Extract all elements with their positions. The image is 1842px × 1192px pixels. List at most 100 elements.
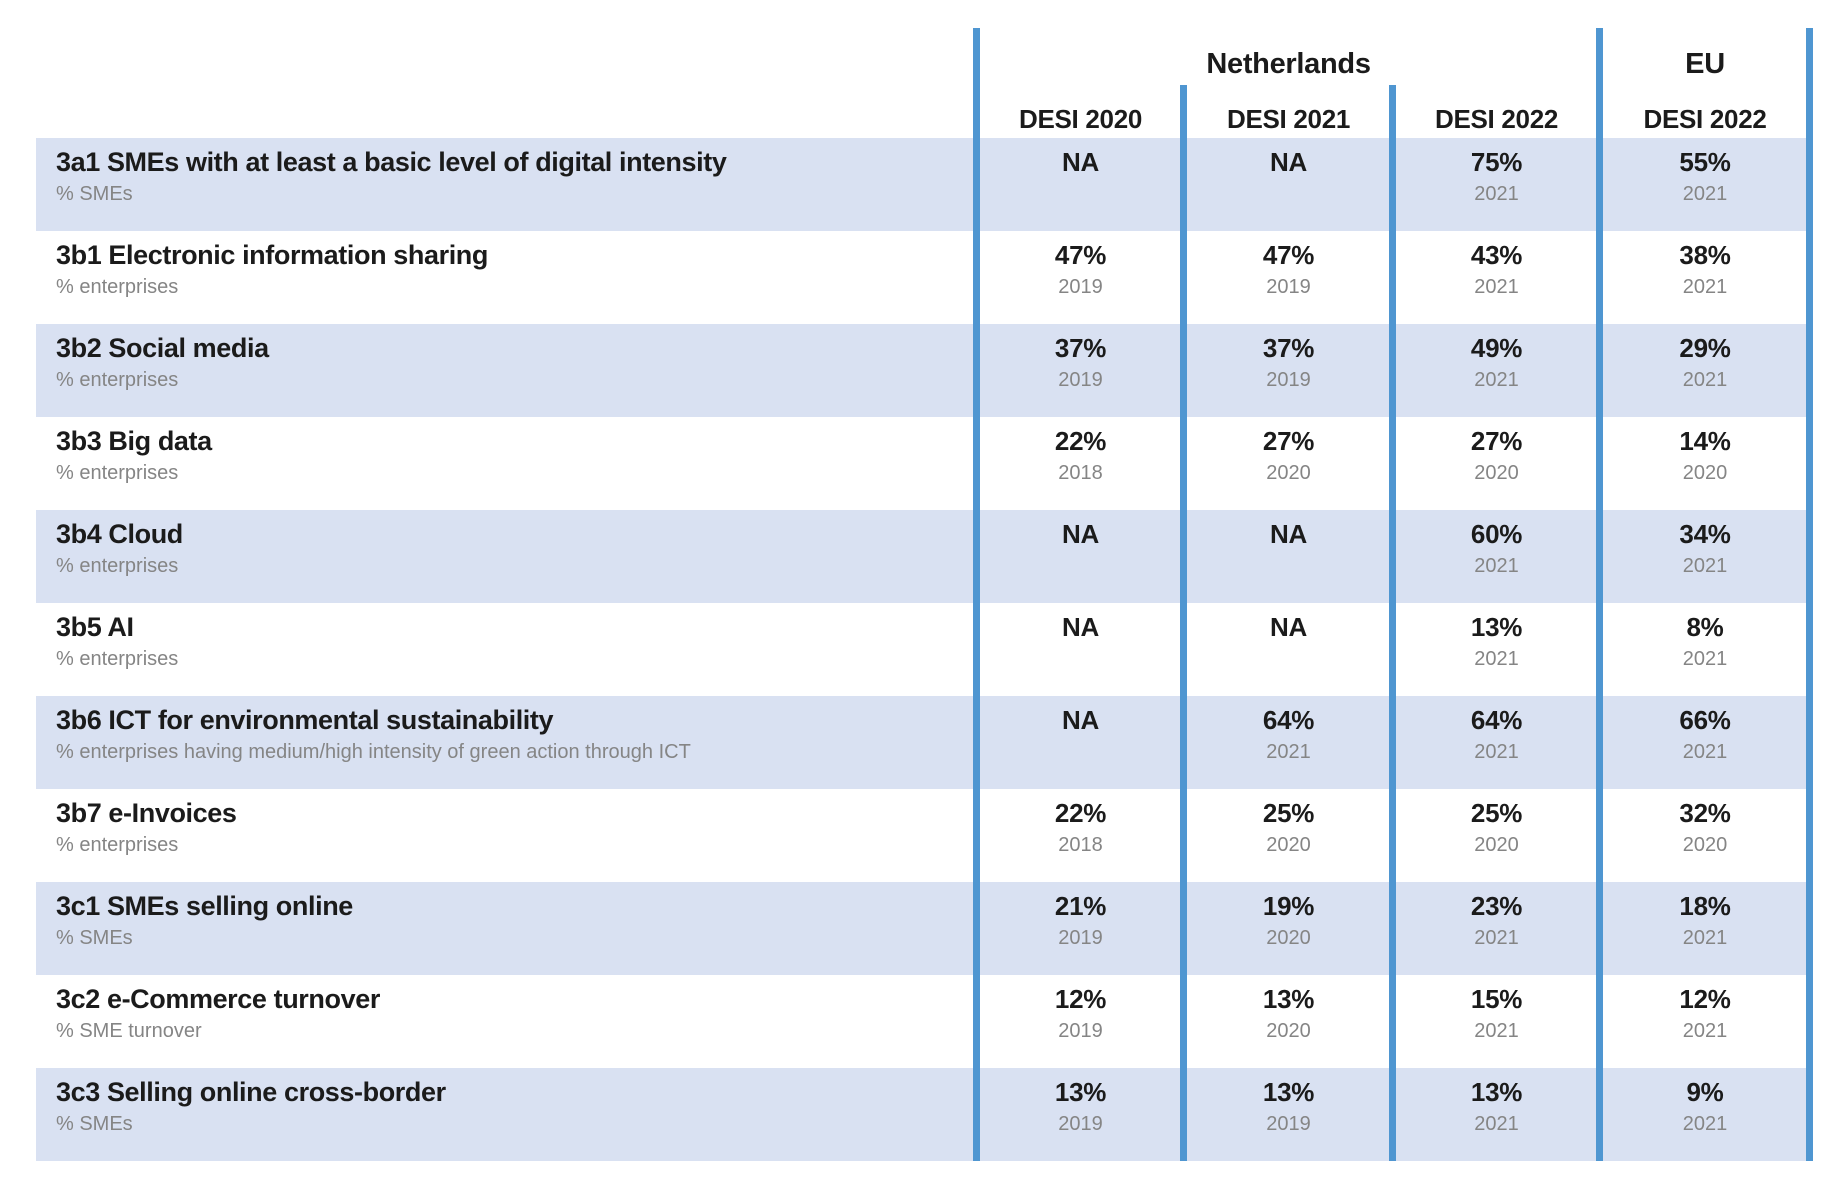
indicator-year: 2021 — [1682, 555, 1728, 577]
indicator-year: 2018 — [1058, 462, 1103, 484]
value-cell-desi-2021: 19% 2020 — [1184, 882, 1393, 975]
indicator-unit: % enterprises — [56, 555, 179, 577]
value-cell-desi-2020: 12% 2019 — [977, 975, 1184, 1068]
indicator-value: NA — [1062, 519, 1099, 549]
indicator-year: 2021 — [1682, 927, 1728, 949]
indicator-value: 19% — [1262, 891, 1315, 921]
indicator-year: 2021 — [1474, 741, 1519, 763]
table-row: 3b1 Electronic information sharing % ent… — [36, 231, 1810, 324]
indicator-title: 3c2 e-Commerce turnover — [56, 984, 380, 1014]
indicator-year: 2020 — [1682, 834, 1728, 856]
indicator-label-cell: 3b2 Social media % enterprises — [36, 324, 977, 417]
table-row: 3b4 Cloud % enterprises NA NA 60% 2021 3… — [36, 510, 1810, 603]
indicator-unit: % SMEs — [56, 1113, 133, 1135]
column-divider — [1389, 85, 1396, 1161]
indicator-value: 22% — [1054, 798, 1107, 828]
indicator-title: 3b5 AI — [56, 612, 134, 642]
value-cell-eu-desi-2022: 18% 2021 — [1600, 882, 1810, 975]
indicator-year: 2020 — [1474, 462, 1519, 484]
indicator-value: NA — [1062, 147, 1099, 177]
indicator-unit: % enterprises — [56, 648, 179, 670]
indicator-year: 2020 — [1266, 1020, 1311, 1042]
indicator-year: 2018 — [1058, 834, 1103, 856]
indicator-value: 66% — [1679, 705, 1731, 735]
indicator-year: 2019 — [1266, 369, 1311, 391]
indicator-value: 27% — [1262, 426, 1315, 456]
indicator-year: 2021 — [1474, 555, 1519, 577]
table-row: 3b2 Social media % enterprises 37% 2019 … — [36, 324, 1810, 417]
value-cell-desi-2022: 64% 2021 — [1393, 696, 1600, 789]
value-cell-desi-2021: NA — [1184, 510, 1393, 603]
indicator-value: 9% — [1686, 1077, 1724, 1107]
indicator-value: 32% — [1679, 798, 1731, 828]
group-header-eu: EU — [1685, 48, 1725, 80]
table-row: 3a1 SMEs with at least a basic level of … — [36, 138, 1810, 231]
value-cell-desi-2022: 23% 2021 — [1393, 882, 1600, 975]
indicator-value: 38% — [1679, 240, 1731, 270]
indicator-value: 13% — [1262, 1077, 1315, 1107]
indicator-unit: % enterprises — [56, 369, 179, 391]
indicator-value: 37% — [1262, 333, 1315, 363]
indicator-value: 47% — [1262, 240, 1315, 270]
indicator-year: 2021 — [1682, 741, 1728, 763]
indicator-value: 13% — [1262, 984, 1315, 1014]
value-cell-desi-2021: 37% 2019 — [1184, 324, 1393, 417]
indicator-value: NA — [1062, 612, 1099, 642]
table-row: 3b6 ICT for environmental sustainability… — [36, 696, 1810, 789]
indicator-label-cell: 3b1 Electronic information sharing % ent… — [36, 231, 977, 324]
column-divider — [973, 28, 980, 1161]
indicator-title: 3b4 Cloud — [56, 519, 183, 549]
indicator-title: 3b3 Big data — [56, 426, 212, 456]
value-cell-desi-2020: NA — [977, 696, 1184, 789]
value-cell-desi-2021: NA — [1184, 603, 1393, 696]
value-cell-desi-2020: 47% 2019 — [977, 231, 1184, 324]
indicator-year: 2021 — [1682, 1020, 1728, 1042]
value-cell-desi-2021: 13% 2019 — [1184, 1068, 1393, 1161]
value-cell-eu-desi-2022: 12% 2021 — [1600, 975, 1810, 1068]
indicator-value: 34% — [1679, 519, 1731, 549]
indicator-value: 12% — [1679, 984, 1731, 1014]
indicator-year: 2020 — [1266, 834, 1311, 856]
value-cell-desi-2021: 13% 2020 — [1184, 975, 1393, 1068]
value-cell-desi-2022: 27% 2020 — [1393, 417, 1600, 510]
group-header-row: Netherlands EU — [36, 28, 1810, 80]
indicator-year: 2021 — [1474, 1020, 1519, 1042]
value-cell-eu-desi-2022: 9% 2021 — [1600, 1068, 1810, 1161]
indicator-value: 49% — [1470, 333, 1523, 363]
indicator-year: 2021 — [1474, 927, 1519, 949]
value-cell-eu-desi-2022: 34% 2021 — [1600, 510, 1810, 603]
indicator-label-cell: 3b6 ICT for environmental sustainability… — [36, 696, 977, 789]
indicator-unit: % enterprises — [56, 462, 179, 484]
value-cell-desi-2022: 75% 2021 — [1393, 138, 1600, 231]
indicator-title: 3b6 ICT for environmental sustainability — [56, 705, 554, 735]
indicator-title: 3b2 Social media — [56, 333, 269, 363]
indicator-label-cell: 3b5 AI % enterprises — [36, 603, 977, 696]
desi-indicator-table: Netherlands EU DESI 2020 DESI 2021 DESI … — [36, 28, 1813, 1161]
indicator-value: 14% — [1679, 426, 1731, 456]
indicator-title: 3a1 SMEs with at least a basic level of … — [56, 147, 727, 177]
indicator-year: 2021 — [1266, 741, 1311, 763]
table-row: 3b5 AI % enterprises NA NA 13% 2021 8% 2… — [36, 603, 1810, 696]
value-cell-desi-2020: NA — [977, 603, 1184, 696]
value-cell-desi-2021: 25% 2020 — [1184, 789, 1393, 882]
column-header-eu-desi-2022: DESI 2022 — [1643, 104, 1767, 134]
value-cell-desi-2021: 47% 2019 — [1184, 231, 1393, 324]
table-row: 3c1 SMEs selling online % SMEs 21% 2019 … — [36, 882, 1810, 975]
value-cell-desi-2021: 64% 2021 — [1184, 696, 1393, 789]
indicator-value: 13% — [1470, 612, 1523, 642]
column-header-desi-2021: DESI 2021 — [1226, 104, 1351, 134]
indicator-year: 2020 — [1266, 927, 1311, 949]
table-row: 3c3 Selling online cross-border % SMEs 1… — [36, 1068, 1810, 1161]
value-cell-desi-2022: 13% 2021 — [1393, 1068, 1600, 1161]
indicator-year: 2021 — [1474, 369, 1519, 391]
column-divider — [1180, 85, 1187, 1161]
indicator-value: 15% — [1470, 984, 1523, 1014]
indicator-value: 64% — [1262, 705, 1315, 735]
indicator-value: 37% — [1054, 333, 1107, 363]
indicator-year: 2019 — [1058, 1113, 1103, 1135]
indicator-year: 2021 — [1682, 276, 1728, 298]
indicator-year: 2021 — [1682, 1113, 1728, 1135]
indicator-label-cell: 3b3 Big data % enterprises — [36, 417, 977, 510]
indicator-year: 2020 — [1682, 462, 1728, 484]
indicator-title: 3c3 Selling online cross-border — [56, 1077, 446, 1107]
